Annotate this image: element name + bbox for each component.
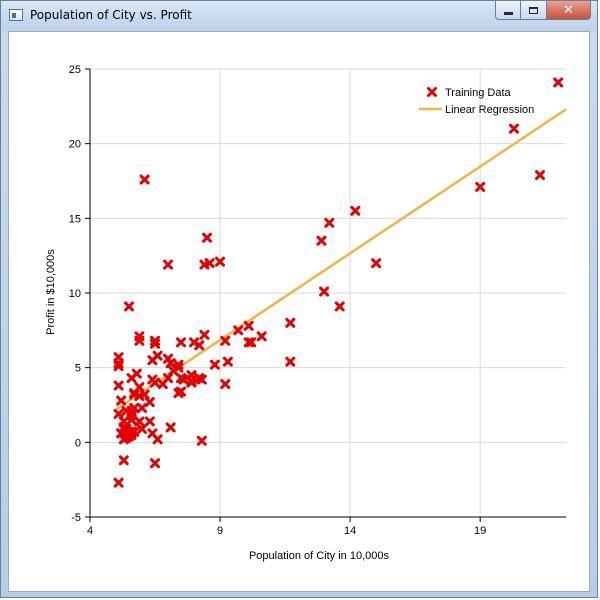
data-point-53 [134, 416, 145, 427]
tick-labels: 4 9 14 19 -5 0 5 10 15 20 25 [69, 64, 487, 537]
data-point-23 [319, 286, 330, 297]
close-icon: ✕ [563, 2, 574, 17]
x-tick-label-3: 19 [474, 525, 486, 537]
data-point-0 [139, 174, 150, 185]
legend-label-regression: Linear Regression [445, 104, 534, 116]
data-point-76 [173, 359, 184, 370]
y-tick-label-2: 5 [75, 363, 81, 375]
data-point-56 [243, 320, 254, 331]
data-point-99 [150, 335, 161, 346]
data-point-2 [202, 232, 213, 243]
y-tick-label-0: -5 [71, 512, 81, 524]
data-point-83 [534, 170, 545, 181]
data-point-92 [178, 374, 189, 385]
axes [85, 68, 566, 522]
data-point-63 [371, 258, 382, 269]
data-point-11 [350, 205, 361, 216]
legend: Training Data Linear Regression [419, 87, 534, 116]
data-point-82 [475, 181, 486, 192]
data-point-70 [199, 329, 210, 340]
close-button[interactable]: ✕ [547, 1, 591, 20]
data-point-43 [165, 422, 176, 433]
data-point-54 [316, 235, 327, 246]
y-tick-label-6: 25 [69, 64, 81, 76]
data-point-75 [246, 337, 257, 348]
grid-lines [89, 68, 566, 518]
data-point-86 [137, 402, 148, 413]
data-point-31 [157, 379, 168, 390]
legend-marker-training [427, 87, 437, 97]
window-title: Population of City vs. Profit [30, 8, 192, 22]
data-point-97 [152, 350, 163, 361]
x-axis-label: Population of City in 10,000s [249, 550, 390, 562]
data-point-32 [194, 340, 205, 351]
data-point-93 [285, 317, 296, 328]
regression-line [115, 108, 567, 411]
data-point-95 [334, 301, 345, 312]
y-tick-label-4: 15 [69, 213, 81, 225]
maximize-icon [529, 6, 538, 14]
data-point-58 [126, 407, 137, 418]
window-app-icon[interactable] [9, 9, 23, 21]
plot-area: 4 9 14 19 -5 0 5 10 15 20 25 Population of City in… [8, 31, 590, 592]
y-tick-label-5: 20 [69, 139, 81, 151]
data-point-81 [131, 368, 142, 379]
data-point-72 [196, 374, 207, 385]
data-point-91 [189, 337, 200, 348]
scatter-chart: 4 9 14 19 -5 0 5 10 15 20 25 Population of City in… [45, 64, 567, 562]
data-point-21 [134, 382, 145, 393]
data-point-89 [186, 377, 197, 388]
y-tick-label-3: 10 [69, 288, 81, 300]
data-point-57 [256, 331, 267, 342]
data-point-48 [508, 123, 519, 134]
data-point-66 [118, 434, 129, 445]
data-point-25 [113, 477, 124, 488]
minimize-icon [503, 11, 513, 15]
window-controls: ✕ [495, 1, 591, 21]
minimize-button[interactable] [495, 1, 521, 20]
data-point-1 [124, 301, 135, 312]
data-point-65 [134, 331, 145, 342]
data-point-85 [118, 422, 129, 433]
y-tick-label-1: 0 [75, 437, 81, 449]
data-point-64 [150, 458, 161, 469]
data-point-69 [144, 416, 155, 427]
data-point-96 [139, 389, 150, 400]
data-point-9 [113, 380, 124, 391]
x-tick-label-0: 4 [87, 525, 93, 537]
data-point-71 [137, 423, 148, 434]
data-point-50 [215, 256, 226, 267]
data-point-42 [196, 435, 207, 446]
data-point-51 [144, 397, 155, 408]
data-point-37 [222, 356, 233, 367]
regression-line-path [115, 108, 567, 411]
data-point-7 [204, 258, 215, 269]
data-point-60 [152, 434, 163, 445]
data-point-78 [118, 455, 129, 466]
y-axis-label: Profit in $10,000s [45, 249, 57, 335]
title-bar[interactable]: Population of City vs. Profit ✕ [1, 1, 597, 31]
data-point-55 [209, 359, 220, 370]
data-point-80 [116, 395, 127, 406]
data-point-94 [233, 325, 244, 336]
legend-label-training: Training Data [445, 87, 512, 99]
data-point-13 [285, 356, 296, 367]
data-point-67 [220, 379, 231, 390]
data-point-30 [176, 337, 187, 348]
data-point-74 [220, 335, 231, 346]
data-point-98 [113, 361, 124, 372]
x-tick-label-2: 14 [344, 525, 356, 537]
data-point-3 [163, 259, 174, 270]
data-point-84 [553, 77, 564, 88]
data-point-46 [173, 388, 184, 399]
data-point-59 [113, 408, 124, 419]
x-tick-label-1: 9 [217, 525, 223, 537]
data-point-45 [163, 353, 174, 364]
data-point-87 [147, 374, 158, 385]
maximize-button[interactable] [521, 1, 547, 20]
data-point-39 [324, 217, 335, 228]
training-data-points [113, 77, 564, 488]
